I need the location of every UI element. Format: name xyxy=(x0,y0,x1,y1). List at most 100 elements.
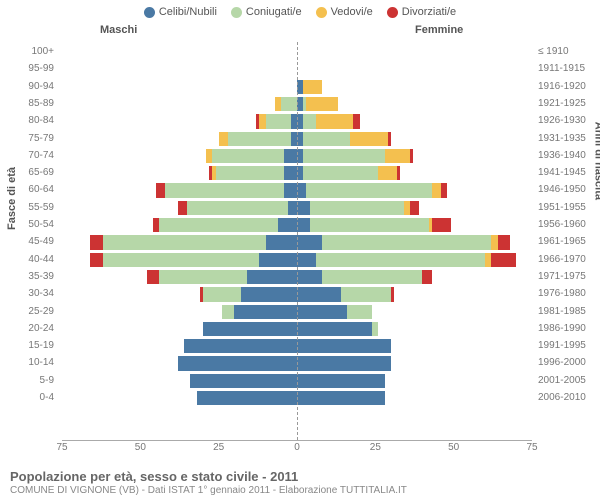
age-label: 50-54 xyxy=(16,219,54,230)
bar-male-married xyxy=(165,183,284,197)
birth-label: 1986-1990 xyxy=(538,323,596,334)
bar-female-widowed xyxy=(432,183,441,197)
bar-female-divorced xyxy=(397,166,400,180)
birth-label: 1921-1925 xyxy=(538,98,596,109)
birth-label: 1976-1980 xyxy=(538,288,596,299)
bar-female-widowed xyxy=(378,166,397,180)
bar-female-married xyxy=(310,218,429,232)
legend-item-divorced: Divorziati/e xyxy=(387,6,456,18)
birth-label: 1911-1915 xyxy=(538,63,596,74)
legend: Celibi/NubiliConiugati/eVedovi/eDivorzia… xyxy=(0,0,600,20)
bar-female-single xyxy=(297,305,347,319)
bar-male-married xyxy=(159,270,247,284)
bar-female-divorced xyxy=(491,253,516,267)
bar-male-single xyxy=(284,166,297,180)
age-label: 75-79 xyxy=(16,133,54,144)
birth-label: 1931-1935 xyxy=(538,133,596,144)
footer-sub: COMUNE DI VIGNONE (VB) - Dati ISTAT 1° g… xyxy=(10,485,590,496)
birth-label: 2001-2005 xyxy=(538,375,596,386)
bar-male-divorced xyxy=(156,183,165,197)
age-label: 35-39 xyxy=(16,271,54,282)
bar-male-married xyxy=(216,166,285,180)
bar-male-divorced xyxy=(147,270,160,284)
bar-female-divorced xyxy=(388,132,391,146)
age-label: 80-84 xyxy=(16,115,54,126)
legend-dot-widowed xyxy=(316,7,327,18)
age-label: 20-24 xyxy=(16,323,54,334)
bar-female-divorced xyxy=(498,235,511,249)
bar-male-married xyxy=(187,201,287,215)
birth-label: 1926-1930 xyxy=(538,115,596,126)
bar-female-married xyxy=(303,149,384,163)
bar-male-single xyxy=(203,322,297,336)
birth-label: 1971-1975 xyxy=(538,271,596,282)
bar-female-single xyxy=(297,218,310,232)
legend-dot-divorced xyxy=(387,7,398,18)
age-label: 10-14 xyxy=(16,357,54,368)
x-axis-line xyxy=(62,440,532,441)
age-label: 0-4 xyxy=(16,392,54,403)
bar-female-married xyxy=(303,114,316,128)
birth-label: 1941-1945 xyxy=(538,167,596,178)
bar-female-single xyxy=(297,287,341,301)
bar-female-single xyxy=(297,339,391,353)
legend-dot-married xyxy=(231,7,242,18)
age-label: 65-69 xyxy=(16,167,54,178)
bar-female-divorced xyxy=(432,218,451,232)
bar-female-single xyxy=(297,391,385,405)
bar-female-divorced xyxy=(441,183,447,197)
birth-label: 1916-1920 xyxy=(538,81,596,92)
bar-male-single xyxy=(234,305,297,319)
bar-male-married xyxy=(159,218,278,232)
footer: Popolazione per età, sesso e stato civil… xyxy=(10,469,590,496)
bar-male-widowed xyxy=(259,114,265,128)
bar-male-divorced xyxy=(256,114,259,128)
x-tick: 50 xyxy=(448,442,459,453)
bar-male-widowed xyxy=(212,166,215,180)
age-label: 100+ xyxy=(16,46,54,57)
birth-label: 1936-1940 xyxy=(538,150,596,161)
birth-label: 1956-1960 xyxy=(538,219,596,230)
chart-container: { "colors": { "single": "#4a79a4", "marr… xyxy=(0,0,600,500)
header-female: Femmine xyxy=(415,24,463,36)
bar-female-married xyxy=(303,166,378,180)
legend-item-single: Celibi/Nubili xyxy=(144,6,217,18)
bar-male-single xyxy=(184,339,297,353)
x-tick: 50 xyxy=(135,442,146,453)
bar-male-married xyxy=(228,132,291,146)
bar-male-divorced xyxy=(209,166,212,180)
bar-female-widowed xyxy=(385,149,410,163)
bar-female-single xyxy=(297,253,316,267)
birth-label: 1991-1995 xyxy=(538,340,596,351)
bar-female-single xyxy=(297,356,391,370)
center-line xyxy=(297,42,298,440)
bar-female-married xyxy=(372,322,378,336)
bar-female-married xyxy=(310,201,404,215)
bar-male-single xyxy=(178,356,297,370)
bar-male-single xyxy=(259,253,297,267)
bar-female-married xyxy=(347,305,372,319)
bar-male-single xyxy=(241,287,297,301)
legend-label-single: Celibi/Nubili xyxy=(159,6,217,18)
bar-female-widowed xyxy=(306,97,337,111)
bar-male-divorced xyxy=(153,218,159,232)
age-label: 45-49 xyxy=(16,236,54,247)
birth-label: 2006-2010 xyxy=(538,392,596,403)
bar-female-single xyxy=(297,201,310,215)
bar-female-single xyxy=(297,183,306,197)
legend-label-widowed: Vedovi/e xyxy=(331,6,373,18)
birth-label: 1981-1985 xyxy=(538,306,596,317)
bar-male-married xyxy=(222,305,235,319)
bar-male-single xyxy=(266,235,297,249)
bar-male-single xyxy=(247,270,297,284)
x-tick: 25 xyxy=(370,442,381,453)
bar-male-married xyxy=(266,114,291,128)
bar-female-married xyxy=(306,183,431,197)
bar-female-widowed xyxy=(350,132,388,146)
age-label: 95-99 xyxy=(16,63,54,74)
bar-female-single xyxy=(297,374,385,388)
bar-female-divorced xyxy=(391,287,394,301)
bar-female-divorced xyxy=(353,114,359,128)
age-label: 15-19 xyxy=(16,340,54,351)
bar-female-married xyxy=(322,270,422,284)
